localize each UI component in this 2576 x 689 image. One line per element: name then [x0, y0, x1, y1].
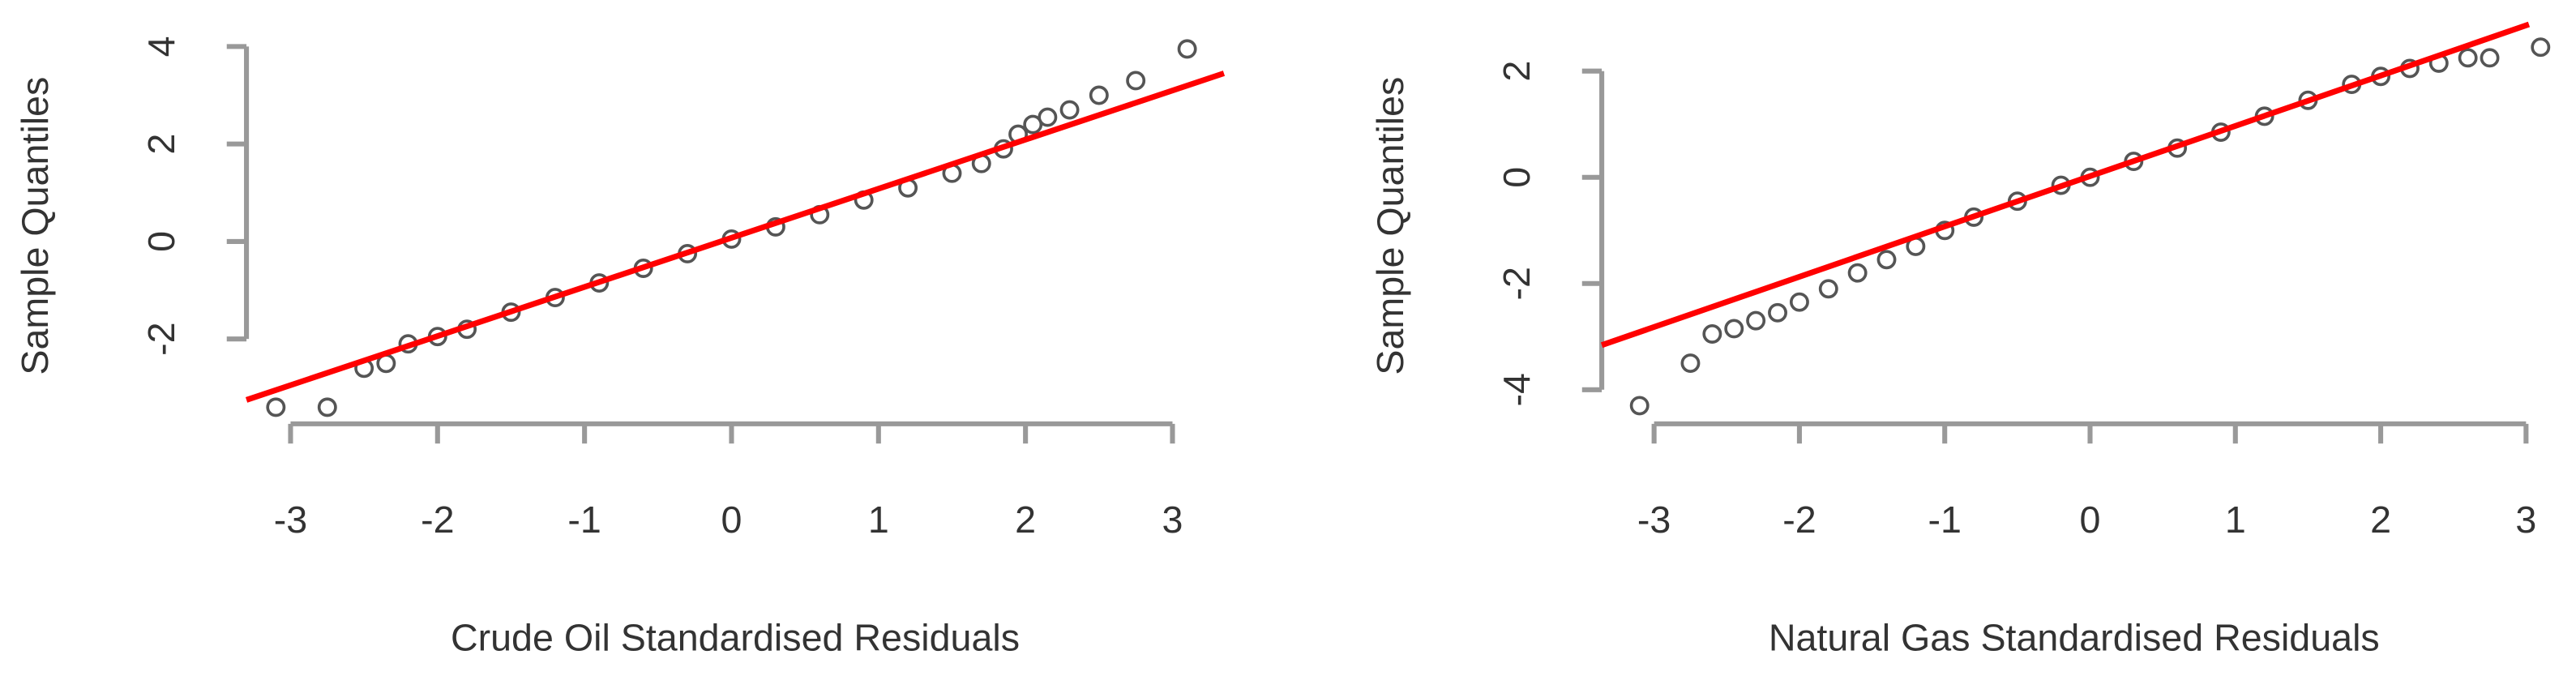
- qq-line: [1600, 21, 2531, 349]
- point: [266, 397, 286, 417]
- x-axis-title: Natural Gas Standardised Residuals: [1769, 617, 2380, 659]
- x-tick-label: -1: [1928, 499, 1961, 541]
- x-tick-label: -1: [567, 499, 601, 541]
- point: [1177, 39, 1197, 59]
- x-tick-label: 3: [2515, 499, 2536, 541]
- point: [2458, 48, 2478, 68]
- point: [1059, 100, 1080, 120]
- x-tick-label: -3: [1637, 499, 1671, 541]
- point: [2480, 48, 2500, 68]
- point: [1818, 279, 1838, 299]
- y-axis-title: Sample Quantiles: [14, 77, 56, 375]
- point: [1876, 250, 1897, 270]
- y-tick-label: 0: [140, 231, 182, 252]
- point: [1768, 302, 1787, 323]
- y-tick-label: -4: [1496, 373, 1538, 406]
- x-tick-label: 1: [868, 499, 889, 541]
- x-tick-label: 0: [721, 499, 742, 541]
- point: [1724, 319, 1744, 339]
- x-tick-label: 3: [1162, 499, 1183, 541]
- x-tick-label: 1: [2225, 499, 2246, 541]
- point: [1038, 107, 1058, 127]
- x-tick-label: -2: [421, 499, 454, 541]
- y-tick-label: -2: [1496, 267, 1538, 300]
- y-tick-label: 2: [140, 134, 182, 155]
- y-tick-label: -2: [140, 322, 182, 355]
- point: [1847, 263, 1868, 283]
- point: [2531, 37, 2551, 58]
- x-tick-label: -3: [274, 499, 307, 541]
- x-tick-label: 0: [2080, 499, 2101, 541]
- point: [1023, 114, 1043, 135]
- x-tick-label: 2: [2370, 499, 2391, 541]
- x-tick-label: -2: [1782, 499, 1816, 541]
- point: [1680, 353, 1701, 373]
- x-tick-label: 2: [1015, 499, 1036, 541]
- y-tick-label: 4: [140, 36, 182, 57]
- point: [1089, 85, 1109, 105]
- y-axis-title: Sample Quantiles: [1369, 77, 1411, 375]
- point: [1789, 292, 1809, 312]
- point: [1629, 396, 1650, 416]
- point: [1126, 71, 1146, 91]
- point: [1702, 324, 1722, 344]
- x-axis-title: Crude Oil Standardised Residuals: [451, 617, 1020, 659]
- qq-line: [245, 71, 1226, 403]
- point: [317, 397, 337, 417]
- y-tick-label: 0: [1496, 167, 1538, 188]
- y-tick-label: 2: [1496, 61, 1538, 82]
- point: [1746, 310, 1766, 331]
